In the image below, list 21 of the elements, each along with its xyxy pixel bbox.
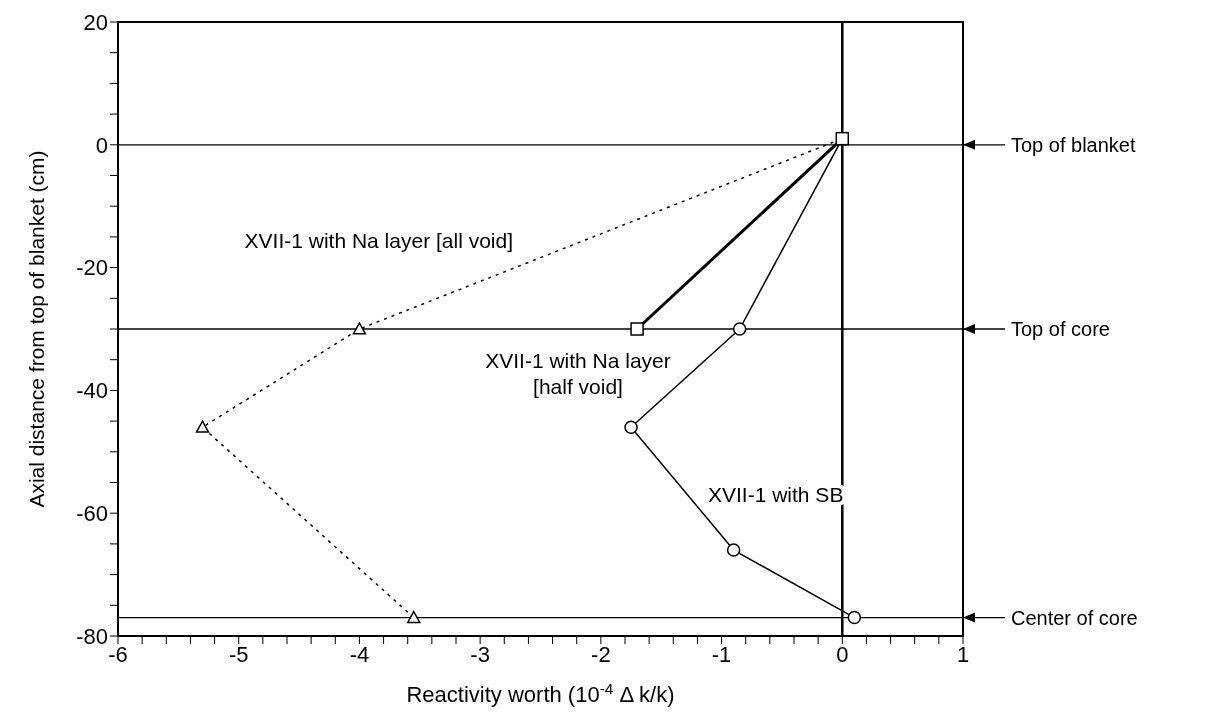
x-tick-label: -4 <box>349 641 370 667</box>
y-tick-label: -60 <box>76 501 108 527</box>
y-tick-label: 0 <box>95 132 108 158</box>
x-tick-label: 1 <box>956 641 970 667</box>
x-tick-label: -6 <box>108 641 128 667</box>
x-tick-label: 0 <box>836 641 849 667</box>
y-tick-label: -80 <box>76 623 108 649</box>
x-tick-label: -1 <box>711 641 732 667</box>
y-axis-title: Axial distance from top of blanket (cm) <box>25 150 48 508</box>
y-tick-label: -40 <box>76 378 108 404</box>
x-tick-label: -5 <box>228 641 249 667</box>
y-tick-label: 20 <box>83 9 108 35</box>
x-axis-title: Reactivity worth (10$^{-4}$ Δ k/k) <box>406 679 675 707</box>
x-tick-label: -2 <box>591 641 611 667</box>
y-tick-label: -20 <box>76 255 108 281</box>
series-label: XVII-1 with Na layer [all void] <box>244 229 513 252</box>
x-tick-label: -3 <box>470 641 490 667</box>
series-label: XVII-1 with Na layer [half void] <box>485 349 671 398</box>
ref-line-label: Top of blanket <box>1011 133 1136 156</box>
ref-line-label: Center of core <box>1011 606 1138 629</box>
ref-line-label: Top of core <box>1011 318 1110 340</box>
